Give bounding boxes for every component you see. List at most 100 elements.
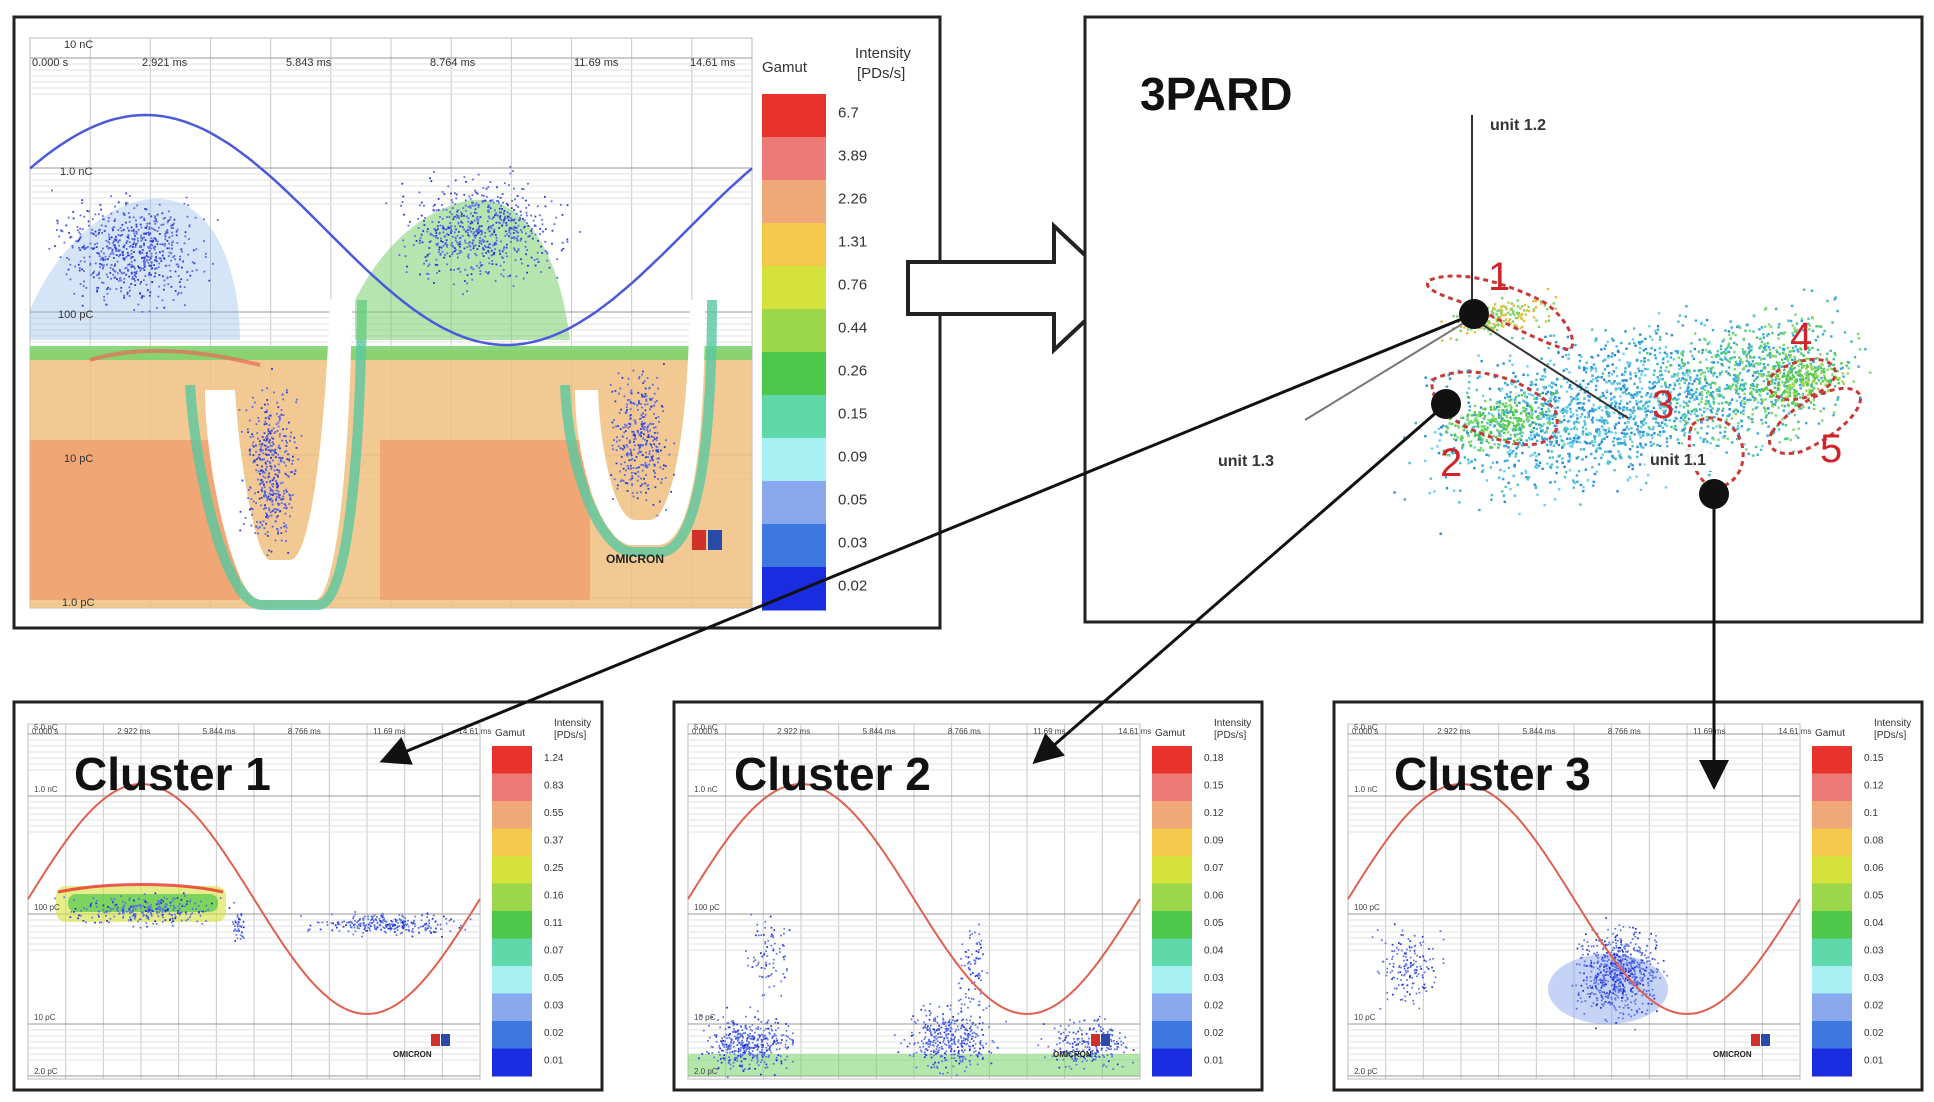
pard-dot bbox=[1776, 350, 1779, 354]
scatter-dot bbox=[267, 429, 270, 432]
scatter-dot bbox=[401, 182, 404, 185]
pard-dot bbox=[1513, 435, 1517, 438]
scatter-dot bbox=[637, 471, 640, 473]
scatter-dot bbox=[482, 186, 485, 189]
pard-dot bbox=[1627, 428, 1630, 431]
pard-dot bbox=[1586, 367, 1589, 370]
main-colorbar-swatch bbox=[762, 524, 826, 568]
pard-dot bbox=[1634, 344, 1637, 347]
pard-dot bbox=[1524, 471, 1528, 474]
pard-dot bbox=[1774, 399, 1777, 402]
scatter-dot bbox=[256, 432, 259, 434]
pard-dot bbox=[1509, 433, 1512, 437]
pard-dot bbox=[1620, 456, 1623, 460]
scatter-dot bbox=[148, 250, 151, 252]
scatter-dot bbox=[491, 254, 494, 257]
scatter-dot bbox=[141, 238, 144, 241]
scatter-dot bbox=[255, 502, 257, 504]
pard-dot bbox=[1693, 347, 1696, 351]
pard-dot bbox=[1569, 407, 1572, 411]
pard-dot bbox=[1750, 345, 1753, 348]
pard-dot bbox=[1707, 350, 1710, 354]
pard-dot bbox=[1847, 361, 1851, 364]
scatter-dot bbox=[655, 417, 657, 419]
pard-dot bbox=[1549, 443, 1552, 446]
pard-dot bbox=[1666, 360, 1670, 363]
scatter-dot bbox=[250, 507, 252, 510]
pard-dot bbox=[1590, 452, 1593, 456]
pard-dot bbox=[1547, 421, 1550, 425]
scatter-dot bbox=[121, 223, 124, 226]
scatter-dot bbox=[522, 217, 524, 220]
pard-dot bbox=[1627, 392, 1631, 395]
scatter-dot bbox=[106, 245, 108, 248]
scatter-dot bbox=[276, 430, 279, 432]
scatter-dot bbox=[653, 413, 655, 415]
pard-dot bbox=[1595, 470, 1598, 473]
scatter-dot bbox=[144, 256, 147, 258]
scatter-dot bbox=[447, 225, 450, 228]
scatter-dot bbox=[98, 229, 100, 231]
scatter-dot bbox=[155, 267, 158, 270]
scatter-dot bbox=[272, 483, 275, 485]
main-prpd-scatter bbox=[48, 165, 676, 556]
pard-dot bbox=[1593, 435, 1596, 438]
scatter-dot bbox=[638, 450, 641, 453]
scatter-dot bbox=[638, 447, 641, 450]
scatter-dot bbox=[48, 247, 51, 250]
pard-dot bbox=[1441, 339, 1444, 342]
pard-dot bbox=[1524, 394, 1527, 398]
pard-dot bbox=[1687, 411, 1690, 414]
scatter-dot bbox=[113, 270, 116, 272]
pard-dot bbox=[1633, 382, 1636, 386]
pard-dot bbox=[1826, 368, 1829, 371]
pard-dot bbox=[1497, 405, 1501, 408]
scatter-dot bbox=[419, 239, 421, 242]
scatter-dot bbox=[125, 192, 128, 195]
pard-dot bbox=[1685, 395, 1688, 398]
scatter-dot bbox=[628, 399, 631, 401]
pard-title: 3PARD bbox=[1140, 68, 1293, 120]
scatter-dot bbox=[644, 426, 646, 428]
pard-dot bbox=[1628, 342, 1631, 345]
pard-dot bbox=[1611, 373, 1614, 376]
scatter-dot bbox=[277, 490, 280, 493]
scatter-dot bbox=[176, 242, 179, 244]
scatter-dot bbox=[649, 422, 652, 425]
pard-dot bbox=[1778, 352, 1781, 356]
pard-dot bbox=[1574, 343, 1577, 347]
pard-dot bbox=[1520, 317, 1523, 321]
pard-dot bbox=[1778, 441, 1781, 444]
pard-dot bbox=[1785, 378, 1788, 381]
pard-dot bbox=[1739, 360, 1742, 363]
pard-dot bbox=[1769, 325, 1773, 328]
scatter-dot bbox=[640, 417, 642, 420]
scatter-dot bbox=[454, 203, 457, 206]
scatter-dot bbox=[556, 276, 559, 279]
scatter-dot bbox=[612, 448, 614, 451]
pard-dot bbox=[1669, 436, 1672, 439]
pard-dot bbox=[1703, 410, 1706, 414]
pard-dot bbox=[1683, 427, 1686, 430]
pard-dot bbox=[1665, 332, 1668, 335]
pard-dot bbox=[1760, 369, 1763, 373]
scatter-dot bbox=[423, 219, 425, 222]
scatter-dot bbox=[630, 402, 632, 405]
pard-dot bbox=[1658, 444, 1662, 448]
scatter-dot bbox=[148, 226, 151, 229]
scatter-dot bbox=[263, 432, 266, 435]
scatter-dot bbox=[271, 453, 274, 456]
scatter-dot bbox=[487, 186, 490, 188]
pard-dot bbox=[1785, 376, 1788, 379]
scatter-dot bbox=[266, 531, 269, 533]
scatter-dot bbox=[642, 416, 644, 418]
scatter-dot bbox=[423, 262, 425, 265]
scatter-dot bbox=[493, 228, 496, 231]
scatter-dot bbox=[161, 299, 164, 302]
pard-dot bbox=[1813, 407, 1816, 411]
pard-dot bbox=[1603, 347, 1606, 350]
scatter-dot bbox=[291, 459, 294, 462]
pard-dot bbox=[1652, 373, 1655, 376]
pard-dot bbox=[1596, 431, 1599, 434]
scatter-dot bbox=[469, 207, 472, 209]
